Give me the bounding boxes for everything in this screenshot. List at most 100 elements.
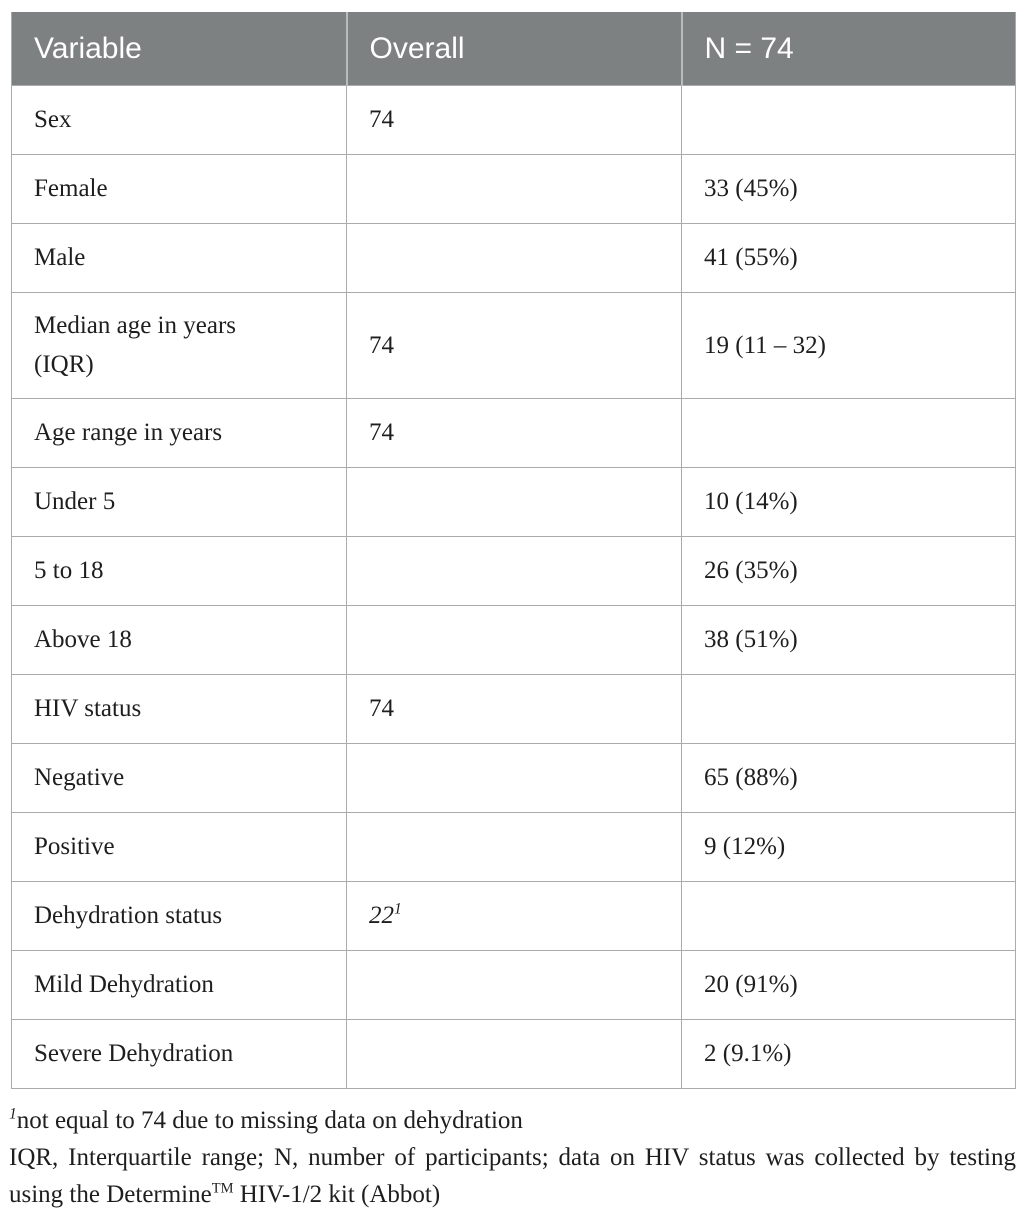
footnote-2-text-before-tm: IQR, Interquartile range; N, number of p…	[9, 1144, 1016, 1208]
cell-n: 41 (55%)	[681, 223, 1016, 293]
table-row: Sex 74	[11, 85, 1016, 155]
cell-overall: 74	[346, 292, 682, 399]
cell-overall	[346, 1019, 682, 1089]
cell-variable: Under 5	[11, 467, 347, 537]
cell-n: 38 (51%)	[681, 605, 1016, 675]
cell-variable: Male	[11, 223, 347, 293]
row-label: Severe Dehydration	[34, 1040, 234, 1068]
row-label: Median age in years (IQR)	[34, 311, 237, 378]
footnote-marker: 1	[394, 900, 402, 918]
footnote-1: 1not equal to 74 due to missing data on …	[9, 1102, 1016, 1139]
footnotes: 1not equal to 74 due to missing data on …	[9, 1102, 1016, 1213]
overall-value: 22	[369, 902, 394, 930]
footnote-1-text: not equal to 74 due to missing data on d…	[16, 1107, 523, 1134]
n-value: 10 (14%)	[704, 488, 798, 516]
table-row: 5 to 18 26 (35%)	[11, 536, 1016, 606]
n-value: 38 (51%)	[704, 626, 798, 654]
cell-variable: Median age in years (IQR)	[11, 292, 347, 399]
cell-overall	[346, 812, 682, 882]
overall-value: 74	[369, 331, 394, 359]
cell-n: 26 (35%)	[681, 536, 1016, 606]
table-row: HIV status 74	[11, 674, 1016, 744]
row-label: Sex	[34, 106, 72, 134]
overall-value: 74	[369, 106, 394, 134]
table-row: Median age in years (IQR) 74 19 (11 – 32)	[11, 292, 1016, 399]
cell-n: 33 (45%)	[681, 154, 1016, 224]
cell-overall	[346, 467, 682, 537]
table-row: Under 5 10 (14%)	[11, 467, 1016, 537]
n-value: 33 (45%)	[704, 175, 798, 203]
cell-variable: Negative	[11, 743, 347, 813]
n-value: 41 (55%)	[704, 244, 798, 272]
table-figure: Variable Overall N = 74 Sex 74 Female 33 (4…	[9, 12, 1016, 1213]
cell-n	[681, 398, 1016, 468]
footnote-2-text-after-tm: HIV-1/2 kit (Abbot)	[233, 1181, 441, 1208]
n-value: 65 (88%)	[704, 764, 798, 792]
column-header-variable: Variable	[11, 12, 347, 86]
cell-n: 19 (11 – 32)	[681, 292, 1016, 399]
table-row: Positive 9 (12%)	[11, 812, 1016, 882]
n-value: 20 (91%)	[704, 971, 798, 999]
cell-overall: 221	[346, 881, 682, 951]
row-label: Female	[34, 175, 108, 203]
n-value: 2 (9.1%)	[704, 1040, 792, 1068]
header-row: Variable Overall N = 74	[11, 12, 1016, 86]
table-row: Female 33 (45%)	[11, 154, 1016, 224]
row-label: Under 5	[34, 488, 116, 516]
table-row: Severe Dehydration 2 (9.1%)	[11, 1019, 1016, 1089]
column-header-n: N = 74	[680, 12, 1016, 86]
n-value: 9 (12%)	[704, 833, 786, 861]
n-value: 19 (11 – 32)	[704, 331, 826, 359]
cell-n	[681, 881, 1016, 951]
cell-variable: Dehydration status	[11, 881, 347, 951]
cell-n	[681, 85, 1016, 155]
row-label: HIV status	[34, 695, 142, 723]
column-header-overall: Overall	[345, 12, 682, 86]
table-row: Male 41 (55%)	[11, 223, 1016, 293]
cell-variable: 5 to 18	[11, 536, 347, 606]
table-row: Mild Dehydration 20 (91%)	[11, 950, 1016, 1020]
row-label: 5 to 18	[34, 557, 104, 585]
overall-value: 74	[369, 695, 394, 723]
cell-n: 9 (12%)	[681, 812, 1016, 882]
row-label: Age range in years	[34, 419, 223, 447]
participant-characteristics-table: Variable Overall N = 74 Sex 74 Female 33 (4…	[11, 12, 1016, 1089]
cell-variable: HIV status	[11, 674, 347, 744]
footnote-1-marker: 1	[9, 1105, 17, 1123]
n-value: 26 (35%)	[704, 557, 798, 585]
cell-variable: Mild Dehydration	[11, 950, 347, 1020]
cell-n: 2 (9.1%)	[681, 1019, 1016, 1089]
cell-overall	[346, 950, 682, 1020]
cell-overall	[346, 605, 682, 675]
row-label: Above 18	[34, 626, 132, 654]
cell-overall	[346, 536, 682, 606]
overall-value: 74	[369, 419, 394, 447]
footnote-2: IQR, Interquartile range; N, number of p…	[9, 1139, 1016, 1213]
table-row: Above 18 38 (51%)	[11, 605, 1016, 675]
cell-variable: Above 18	[11, 605, 347, 675]
cell-overall	[346, 743, 682, 813]
cell-overall	[346, 154, 682, 224]
cell-variable: Sex	[11, 85, 347, 155]
cell-n: 10 (14%)	[681, 467, 1016, 537]
table-row: Age range in years 74	[11, 398, 1016, 468]
cell-overall: 74	[346, 674, 682, 744]
table-row: Dehydration status 221	[11, 881, 1016, 951]
trademark-superscript: TM	[211, 1180, 234, 1197]
cell-variable: Age range in years	[11, 398, 347, 468]
cell-n	[681, 674, 1016, 744]
row-label: Mild Dehydration	[34, 971, 214, 999]
row-label: Dehydration status	[34, 902, 223, 930]
cell-overall	[346, 223, 682, 293]
row-label: Negative	[34, 764, 125, 792]
cell-n: 65 (88%)	[681, 743, 1016, 813]
cell-overall: 74	[346, 398, 682, 468]
cell-n: 20 (91%)	[681, 950, 1016, 1020]
cell-variable: Positive	[11, 812, 347, 882]
cell-variable: Severe Dehydration	[11, 1019, 347, 1089]
cell-variable: Female	[11, 154, 347, 224]
table-row: Negative 65 (88%)	[11, 743, 1016, 813]
row-label: Male	[34, 244, 86, 272]
table-body: Sex 74 Female 33 (45%) Male 41 (55%) Median ag…	[11, 85, 1016, 1089]
cell-overall: 74	[346, 85, 682, 155]
